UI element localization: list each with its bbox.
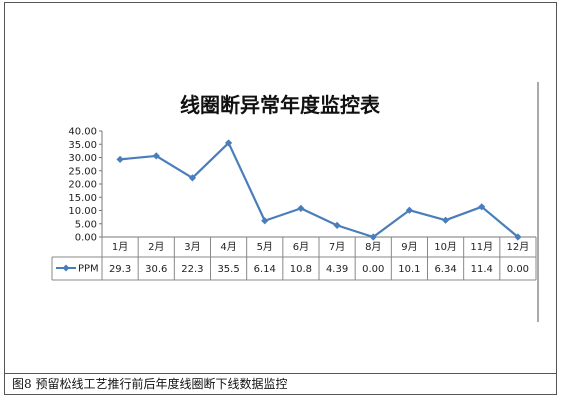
- table-value-cell: 35.5: [217, 264, 239, 275]
- data-point-marker: [369, 233, 377, 241]
- legend-marker-key: [62, 264, 70, 272]
- x-category-label: 3月: [184, 241, 200, 253]
- table-value-cell: 10.1: [398, 264, 420, 275]
- table-value-cell: 10.8: [290, 264, 312, 275]
- table-value-cell: 0.00: [507, 264, 529, 275]
- figure-frame: [4, 2, 557, 395]
- y-tick-label: 5.00: [75, 219, 97, 230]
- table-value-cell: 4.39: [326, 264, 348, 275]
- data-point-marker: [116, 155, 124, 163]
- y-tick-label: 15.00: [68, 193, 97, 204]
- y-tick-label: 25.00: [68, 166, 97, 177]
- x-category-label: 2月: [148, 241, 164, 253]
- legend-series-name: PPM: [78, 264, 99, 275]
- x-category-label: 1月: [112, 241, 128, 253]
- x-category-label: 10月: [434, 241, 457, 253]
- table-value-cell: 6.14: [254, 264, 276, 275]
- series-line-ppm: [119, 141, 519, 239]
- y-tick-label: 0.00: [75, 233, 97, 244]
- data-point-marker: [441, 216, 450, 224]
- x-category-label: 12月: [507, 241, 530, 253]
- x-category-label: 9月: [401, 241, 417, 253]
- chart-title: 线圈断异常年度监控表: [180, 93, 381, 117]
- data-point-marker: [188, 174, 197, 182]
- table-value-cell: 6.34: [434, 264, 456, 275]
- y-tick-label: 20.00: [68, 180, 97, 191]
- x-category-label: 4月: [220, 241, 236, 253]
- data-point-marker: [224, 139, 233, 147]
- data-point-marker: [333, 221, 341, 229]
- table-value-cell: 11.4: [471, 264, 493, 275]
- figure-caption: 图8 预留松线工艺推行前后年度线圈断下线数据监控: [4, 373, 557, 395]
- x-category-label: 8月: [365, 241, 381, 253]
- data-point-marker: [405, 206, 414, 214]
- x-category-label: 7月: [329, 241, 345, 253]
- data-point-marker: [152, 152, 160, 160]
- x-category-label: 5月: [257, 241, 273, 253]
- data-point-marker: [514, 233, 522, 241]
- table-value-cell: 30.6: [145, 264, 167, 275]
- x-category-label: 6月: [293, 241, 309, 253]
- y-tick-label: 35.00: [68, 140, 97, 151]
- table-value-cell: 0.00: [362, 264, 384, 275]
- table-value-cell: 22.3: [181, 264, 203, 275]
- table-value-cell: 29.3: [109, 264, 131, 275]
- plot-area: 0.00 5.00 10.00 15.00 20.00 25.00 30.00 35.00 40…: [51, 127, 537, 281]
- data-point-marker: [261, 217, 269, 225]
- data-point-marker: [297, 204, 305, 212]
- data-point-marker: [478, 203, 486, 211]
- y-tick-label: 30.00: [68, 153, 97, 164]
- y-tick-label: 10.00: [68, 206, 97, 217]
- y-tick-label: 40.00: [68, 127, 97, 138]
- x-category-label: 11月: [470, 241, 493, 253]
